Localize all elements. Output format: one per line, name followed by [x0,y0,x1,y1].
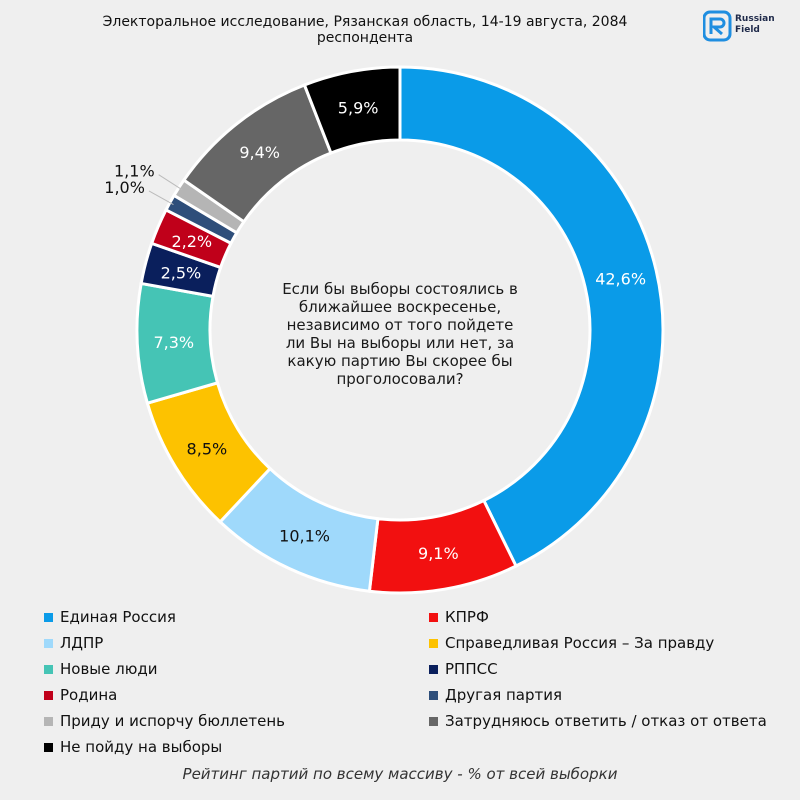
logo-text: Russian Field [735,14,775,36]
russian-field-logo-icon [703,10,732,42]
slice-label-4: 7,3% [153,333,194,352]
logo-line1: Russian [735,14,775,24]
legend-label: Приду и испорчу бюллетень [60,712,285,730]
slice-label-5: 2,5% [161,263,202,282]
legend-item: Затрудняюсь ответить / отказ от ответа [429,710,774,732]
legend-item: Единая Россия [44,606,429,628]
legend-item: ЛДПР [44,632,429,654]
legend-swatch [44,690,53,700]
legend: Единая Россия КПРФ ЛДПР Справедливая Россия… [44,606,774,758]
legend-label: Единая Россия [60,608,176,626]
legend-item: Другая партия [429,684,774,706]
legend-item: Новые люди [44,658,429,680]
legend-label: Родина [60,686,118,704]
footer-note: Рейтинг партий по всему массиву - % от в… [182,765,618,783]
legend-swatch [44,716,53,726]
legend-swatch [429,716,438,726]
legend-label: Справедливая Россия – За правду [445,634,715,652]
legend-swatch [44,664,53,674]
legend-label: КПРФ [445,608,489,626]
legend-item: Приду и испорчу бюллетень [44,710,429,732]
slice-0 [398,65,665,569]
slice-10 [302,65,402,155]
legend-item: Родина [44,684,429,706]
center-question: Если бы выборы состоялись в ближайшее во… [282,280,518,388]
legend-label: Затрудняюсь ответить / отказ от ответа [445,712,767,730]
slice-label-8: 1,1% [114,162,155,181]
legend-label: ЛДПР [60,634,104,652]
legend-item: РППСС [429,658,774,680]
slice-label-10: 5,9% [338,98,379,117]
legend-label: РППСС [445,660,498,678]
slice-label-0: 42,6% [595,270,646,289]
leader-line-7 [148,190,174,205]
slice-label-7: 1,0% [104,178,145,197]
legend-swatch [44,742,53,752]
logo-line2: Field [735,25,760,35]
legend-swatch [44,638,53,648]
legend-swatch [44,612,53,622]
legend-swatch [429,638,438,648]
legend-swatch [429,612,438,622]
legend-item: Справедливая Россия – За правду [429,632,774,654]
legend-item: Не пойду на выборы [44,736,429,758]
legend-swatch [429,690,438,700]
legend-label: Другая партия [445,686,563,704]
slice-label-6: 2,2% [171,232,212,251]
legend-swatch [429,664,438,674]
slice-label-3: 8,5% [187,439,228,458]
slice-label-2: 10,1% [279,526,330,545]
slice-label-9: 9,4% [239,143,280,162]
legend-item: КПРФ [429,606,774,628]
slice-label-1: 9,1% [418,544,459,563]
legend-label: Новые люди [60,660,158,678]
chart-title: Электоральное исследование, Рязанская об… [102,14,628,46]
legend-label: Не пойду на выборы [60,738,223,756]
leader-line-8 [158,174,183,191]
